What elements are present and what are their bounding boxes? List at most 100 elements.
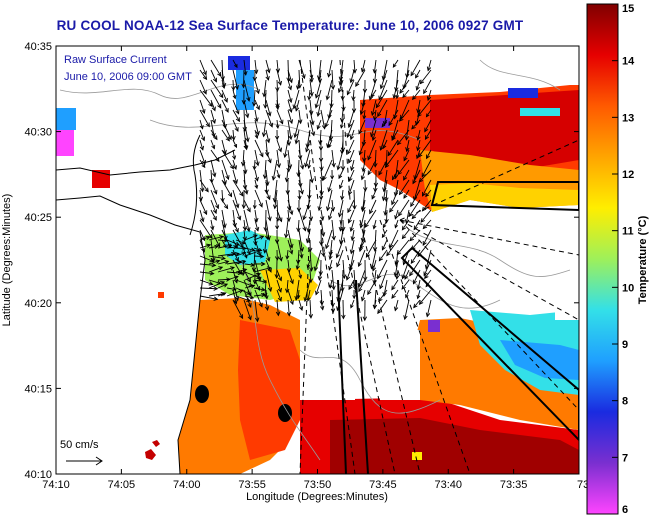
current-vector bbox=[221, 69, 226, 87]
current-vector bbox=[338, 79, 344, 93]
current-vector bbox=[424, 269, 432, 279]
current-vector-head bbox=[242, 185, 248, 190]
current-vector bbox=[254, 179, 258, 189]
current-vector bbox=[265, 259, 272, 273]
current-vector bbox=[374, 149, 377, 167]
current-vector-head bbox=[254, 217, 259, 223]
current-vector-head bbox=[355, 82, 360, 87]
current-vector bbox=[358, 279, 366, 292]
current-vector-head bbox=[335, 253, 340, 259]
current-vector bbox=[355, 69, 366, 87]
sst-patch-south-red bbox=[238, 320, 300, 460]
current-vector-head bbox=[337, 212, 343, 218]
current-vector bbox=[401, 279, 410, 290]
current-vector bbox=[341, 189, 344, 200]
current-vector-head bbox=[306, 264, 311, 269]
current-vector bbox=[399, 179, 410, 195]
current-vector-head bbox=[349, 249, 355, 255]
current-vector bbox=[378, 79, 388, 100]
current-vector-head bbox=[382, 120, 388, 126]
current-vector bbox=[232, 119, 239, 132]
current-vector bbox=[287, 269, 294, 284]
current-vector bbox=[373, 219, 377, 229]
current-vector bbox=[367, 159, 377, 175]
current-vector bbox=[287, 109, 293, 124]
current-vector bbox=[276, 79, 278, 92]
current-vector-head bbox=[425, 312, 431, 318]
current-vector-head bbox=[260, 261, 266, 267]
current-vector bbox=[422, 219, 432, 229]
current-vector-head bbox=[278, 217, 283, 223]
current-vector bbox=[235, 239, 246, 244]
current-vector bbox=[263, 119, 267, 137]
current-vector bbox=[351, 229, 355, 241]
current-vector-head bbox=[255, 89, 260, 95]
sst-patch-northwest-blue bbox=[56, 108, 76, 130]
current-vector-head bbox=[373, 304, 377, 310]
current-vector-head bbox=[422, 224, 428, 230]
current-vector bbox=[307, 289, 311, 301]
current-vector-head bbox=[377, 112, 382, 118]
current-vector-head bbox=[360, 175, 366, 181]
current-vector-head bbox=[378, 256, 384, 262]
colorbar-tick-label: 15 bbox=[622, 3, 634, 15]
sst-patch-white-gap-1 bbox=[300, 330, 355, 400]
current-vector-head bbox=[420, 218, 425, 223]
current-vector-head bbox=[327, 187, 332, 193]
current-vector-head bbox=[331, 162, 336, 168]
current-vector-head bbox=[249, 295, 255, 300]
current-vector-head bbox=[243, 145, 248, 150]
x-tick-label: 74:05 bbox=[108, 479, 136, 491]
current-vector-head bbox=[379, 145, 384, 151]
current-vector-head bbox=[274, 274, 279, 279]
current-vector bbox=[287, 129, 290, 146]
current-vector-head bbox=[319, 166, 324, 172]
current-vector bbox=[226, 261, 242, 265]
current-vector bbox=[298, 179, 303, 194]
current-vector bbox=[298, 149, 304, 169]
current-vector bbox=[342, 259, 345, 279]
current-vector-head bbox=[340, 95, 345, 101]
current-vector bbox=[404, 299, 410, 320]
current-vector-head bbox=[328, 255, 333, 261]
current-vector-head bbox=[257, 251, 262, 257]
current-vector bbox=[254, 279, 260, 291]
current-vector-head bbox=[325, 206, 331, 212]
current-vector-head bbox=[371, 93, 375, 98]
current-vector bbox=[217, 253, 236, 257]
current-vector bbox=[253, 279, 267, 283]
current-vector-head bbox=[331, 235, 336, 241]
current-vector bbox=[232, 169, 238, 184]
current-vector bbox=[254, 99, 260, 110]
current-vector bbox=[287, 89, 292, 103]
current-vector-head bbox=[258, 202, 263, 208]
current-vector-head bbox=[309, 74, 314, 80]
current-vector bbox=[385, 189, 388, 202]
current-vector bbox=[329, 279, 333, 288]
current-vector bbox=[254, 119, 259, 135]
current-vector bbox=[287, 299, 290, 316]
current-vector-head bbox=[237, 270, 243, 276]
current-vector-head bbox=[307, 164, 311, 170]
current-vector bbox=[346, 119, 355, 138]
current-vector-head bbox=[330, 308, 336, 314]
current-vector-head bbox=[246, 297, 252, 302]
current-vector-head bbox=[264, 295, 269, 300]
current-vector-head bbox=[398, 190, 404, 196]
current-vector-head bbox=[232, 94, 237, 100]
current-vector-head bbox=[371, 194, 376, 200]
current-vector bbox=[210, 149, 220, 162]
current-vector bbox=[274, 189, 278, 209]
current-vector bbox=[326, 79, 333, 100]
current-vector-head bbox=[288, 78, 293, 84]
x-tick-label: 74:10 bbox=[42, 479, 70, 491]
current-vector bbox=[199, 109, 210, 127]
current-vector-head bbox=[377, 274, 382, 280]
current-vector bbox=[417, 289, 421, 299]
current-vector-head bbox=[320, 216, 325, 222]
current-vector-head bbox=[302, 226, 307, 232]
current-vector bbox=[243, 79, 250, 102]
current-vector bbox=[309, 69, 313, 79]
current-vector bbox=[298, 209, 306, 231]
current-vector-head bbox=[418, 152, 423, 158]
